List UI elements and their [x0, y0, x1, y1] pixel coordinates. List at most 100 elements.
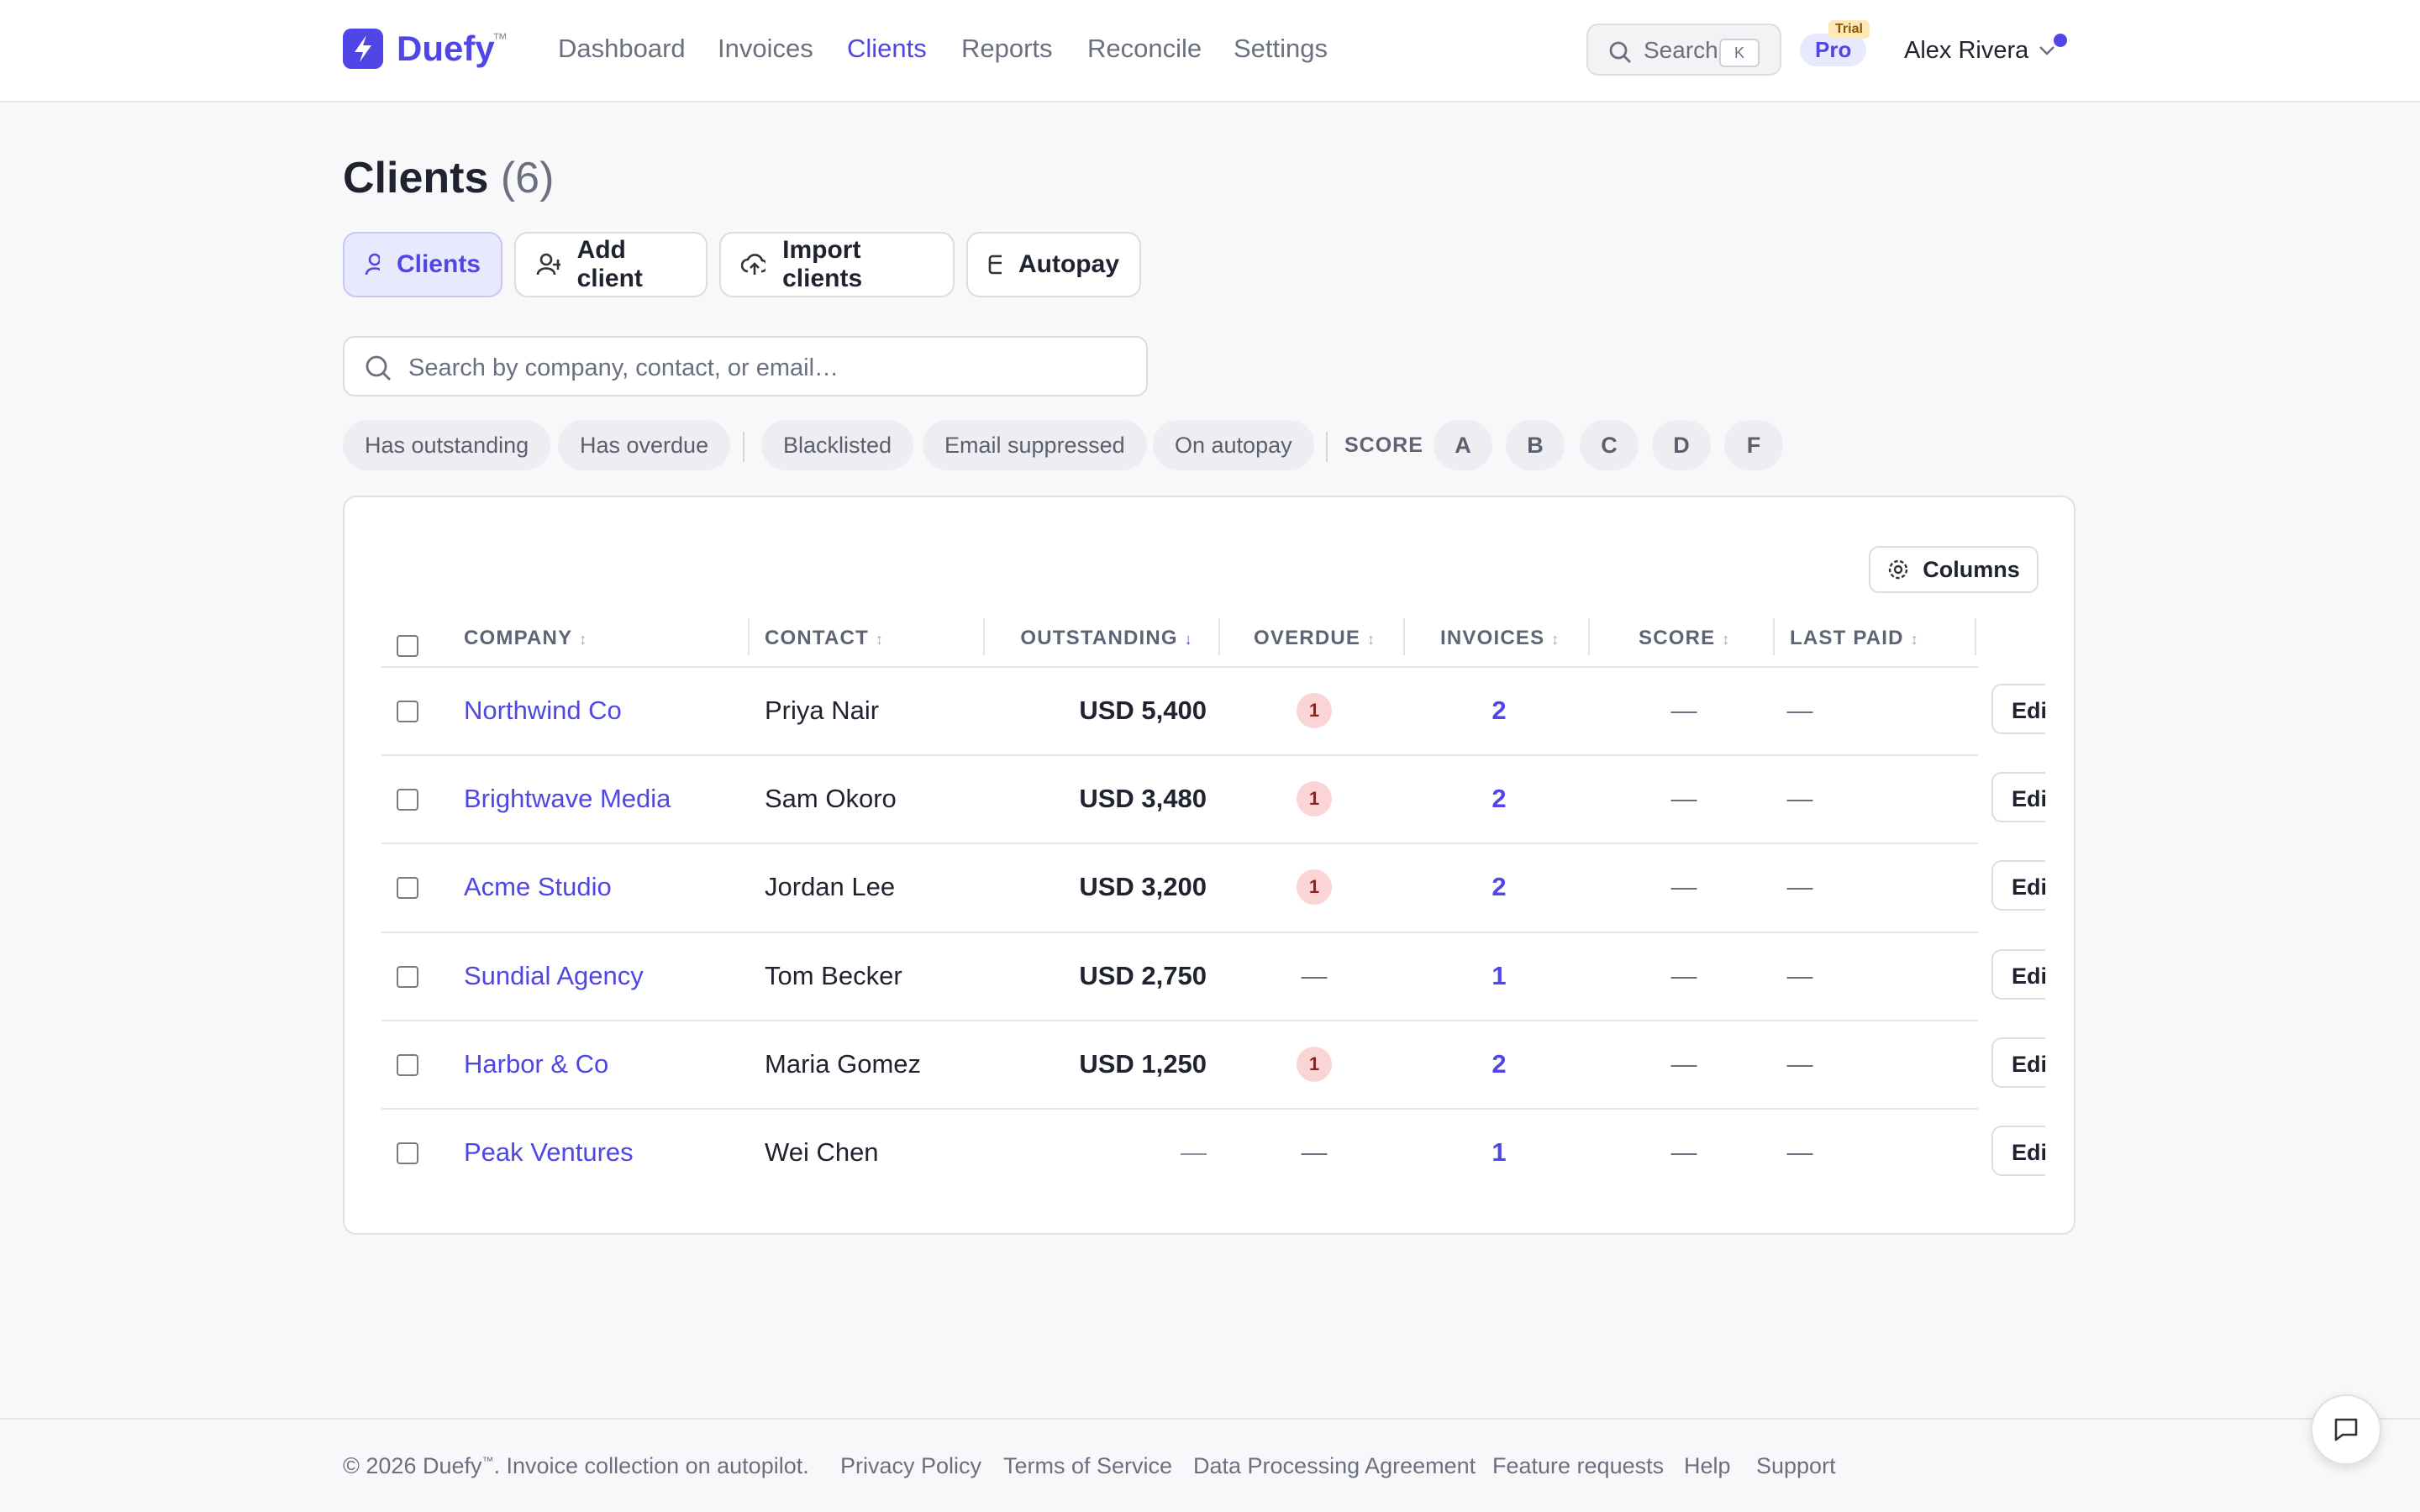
score-chip[interactable]: F: [1724, 420, 1783, 470]
score-chip[interactable]: D: [1652, 420, 1711, 470]
header-text: CONTACT: [765, 627, 869, 649]
tab-label: Add client: [576, 236, 643, 292]
edit-button[interactable]: Edit: [1991, 1037, 2045, 1088]
column-header[interactable]: INVOICES ↕: [1440, 627, 1560, 650]
overdue: 1: [1297, 1046, 1332, 1082]
column-header[interactable]: LAST PAID ↕: [1790, 627, 1919, 650]
filter-chip[interactable]: Has overdue: [558, 420, 731, 470]
contact: Sam Okoro: [765, 784, 897, 814]
nav-link[interactable]: Settings: [1234, 34, 1328, 63]
score-chip[interactable]: B: [1506, 420, 1565, 470]
score-label: SCORE: [1344, 433, 1423, 457]
company-link[interactable]: Harbor & Co: [464, 1048, 609, 1079]
checkbox[interactable]: [397, 877, 418, 900]
column-header[interactable]: CONTACT ↕: [765, 627, 884, 650]
tab[interactable]: Clients: [343, 232, 502, 297]
tab[interactable]: Autopay: [966, 232, 1141, 297]
company-link[interactable]: Acme Studio: [464, 872, 612, 902]
edit-button[interactable]: Edit: [1991, 1126, 2045, 1176]
outstanding: USD 2,750: [1079, 960, 1207, 990]
invoice-count[interactable]: 2: [1491, 696, 1507, 725]
column-separator: [1975, 618, 1976, 655]
columns-button[interactable]: Columns: [1869, 546, 2039, 593]
edit-button[interactable]: Edit: [1991, 948, 2045, 1000]
footer-link[interactable]: Feature requests: [1492, 1453, 1665, 1478]
action-clip: Edit: [1991, 1126, 2045, 1179]
outstanding: USD 3,480: [1079, 784, 1207, 814]
notification-dot: [2054, 34, 2067, 47]
checkbox[interactable]: [397, 1053, 418, 1076]
last-paid: —: [1786, 1048, 1813, 1079]
nav-link[interactable]: Dashboard: [558, 34, 686, 63]
column-header[interactable]: SCORE ↕: [1639, 627, 1731, 650]
overdue: 1: [1297, 693, 1332, 728]
edit-button[interactable]: Edit: [1991, 860, 2045, 911]
invoice-count[interactable]: 2: [1491, 1048, 1507, 1079]
outstanding: USD 3,200: [1079, 872, 1207, 902]
filter-chip[interactable]: On autopay: [1153, 420, 1314, 470]
contact: Maria Gomez: [765, 1048, 922, 1079]
checkbox[interactable]: [397, 701, 418, 722]
invoice-count[interactable]: 2: [1491, 784, 1507, 814]
invoice-count[interactable]: 1: [1491, 1137, 1507, 1167]
column-separator: [748, 618, 750, 655]
checkbox[interactable]: [397, 965, 418, 988]
filter-chip[interactable]: Has outstanding: [343, 420, 551, 470]
last-paid: —: [1786, 960, 1813, 990]
plan[interactable]: Pro: [1800, 34, 1867, 66]
header-text: LAST PAID: [1790, 627, 1904, 649]
brand-mark: ™: [492, 30, 508, 47]
search-button[interactable]: Search K: [1586, 24, 1781, 76]
footer-link[interactable]: Help: [1684, 1453, 1731, 1478]
checkbox[interactable]: [397, 1142, 418, 1164]
plan-badge: Trial: [1828, 20, 1870, 39]
client-search[interactable]: Search by company, contact, or email…: [343, 336, 1148, 396]
footer-link[interactable]: Support: [1756, 1453, 1836, 1478]
company-link[interactable]: Northwind Co: [464, 696, 622, 725]
logo[interactable]: [343, 29, 383, 69]
brand[interactable]: Duefy: [397, 29, 495, 68]
footer-link[interactable]: Terms of Service: [1003, 1453, 1173, 1478]
column-separator: [1218, 618, 1220, 655]
overdue: —: [1301, 960, 1328, 990]
action-clip: Edit: [1991, 860, 2045, 914]
nav-link[interactable]: Reports: [961, 34, 1053, 63]
score-chip[interactable]: C: [1580, 420, 1639, 470]
edit-button[interactable]: Edit: [1991, 772, 2045, 823]
sort-indicator: ↓: [1184, 631, 1193, 648]
sort-indicator: ↕: [875, 631, 885, 648]
footer-link[interactable]: Privacy Policy: [840, 1453, 982, 1478]
last-paid: —: [1786, 696, 1813, 725]
sort-indicator: ↕: [1367, 631, 1376, 648]
top-nav: Duefy ™ Search K Pro Trial Alex Rivera: [0, 0, 2420, 102]
column-header[interactable]: COMPANY ↕: [464, 627, 588, 650]
score: —: [1670, 1137, 1697, 1167]
user-name[interactable]: Alex Rivera: [1904, 37, 2029, 64]
score-chip[interactable]: A: [1434, 420, 1492, 470]
company-link[interactable]: Brightwave Media: [464, 784, 671, 814]
company-link[interactable]: Sundial Agency: [464, 960, 644, 990]
filter-chip[interactable]: Email suppressed: [923, 420, 1147, 470]
action-clip: Edit: [1991, 1037, 2045, 1091]
edit-button[interactable]: Edit: [1991, 684, 2045, 734]
tab[interactable]: Import clients: [719, 232, 955, 297]
row-divider: [381, 843, 1978, 845]
tab[interactable]: Add client: [514, 232, 708, 297]
score: —: [1670, 872, 1697, 902]
header-text: INVOICES: [1440, 627, 1545, 649]
invoice-count[interactable]: 2: [1491, 872, 1507, 902]
invoice-count[interactable]: 1: [1491, 960, 1507, 990]
checkbox[interactable]: [397, 789, 418, 811]
filter-chip[interactable]: Blacklisted: [761, 420, 914, 470]
company-link[interactable]: Peak Ventures: [464, 1137, 634, 1167]
search-label: Search: [1644, 37, 1718, 63]
checkbox[interactable]: [397, 635, 418, 657]
nav-link[interactable]: Reconcile: [1087, 34, 1202, 63]
footer-link[interactable]: Data Processing Agreement: [1193, 1453, 1476, 1478]
nav-link[interactable]: Clients: [847, 34, 927, 63]
search-placeholder: Search by company, contact, or email…: [408, 354, 839, 381]
chat-button[interactable]: [2311, 1394, 2381, 1465]
nav-link[interactable]: Invoices: [718, 34, 813, 63]
column-header[interactable]: OUTSTANDING ↓: [1020, 627, 1193, 650]
column-header[interactable]: OVERDUE ↕: [1254, 627, 1376, 650]
